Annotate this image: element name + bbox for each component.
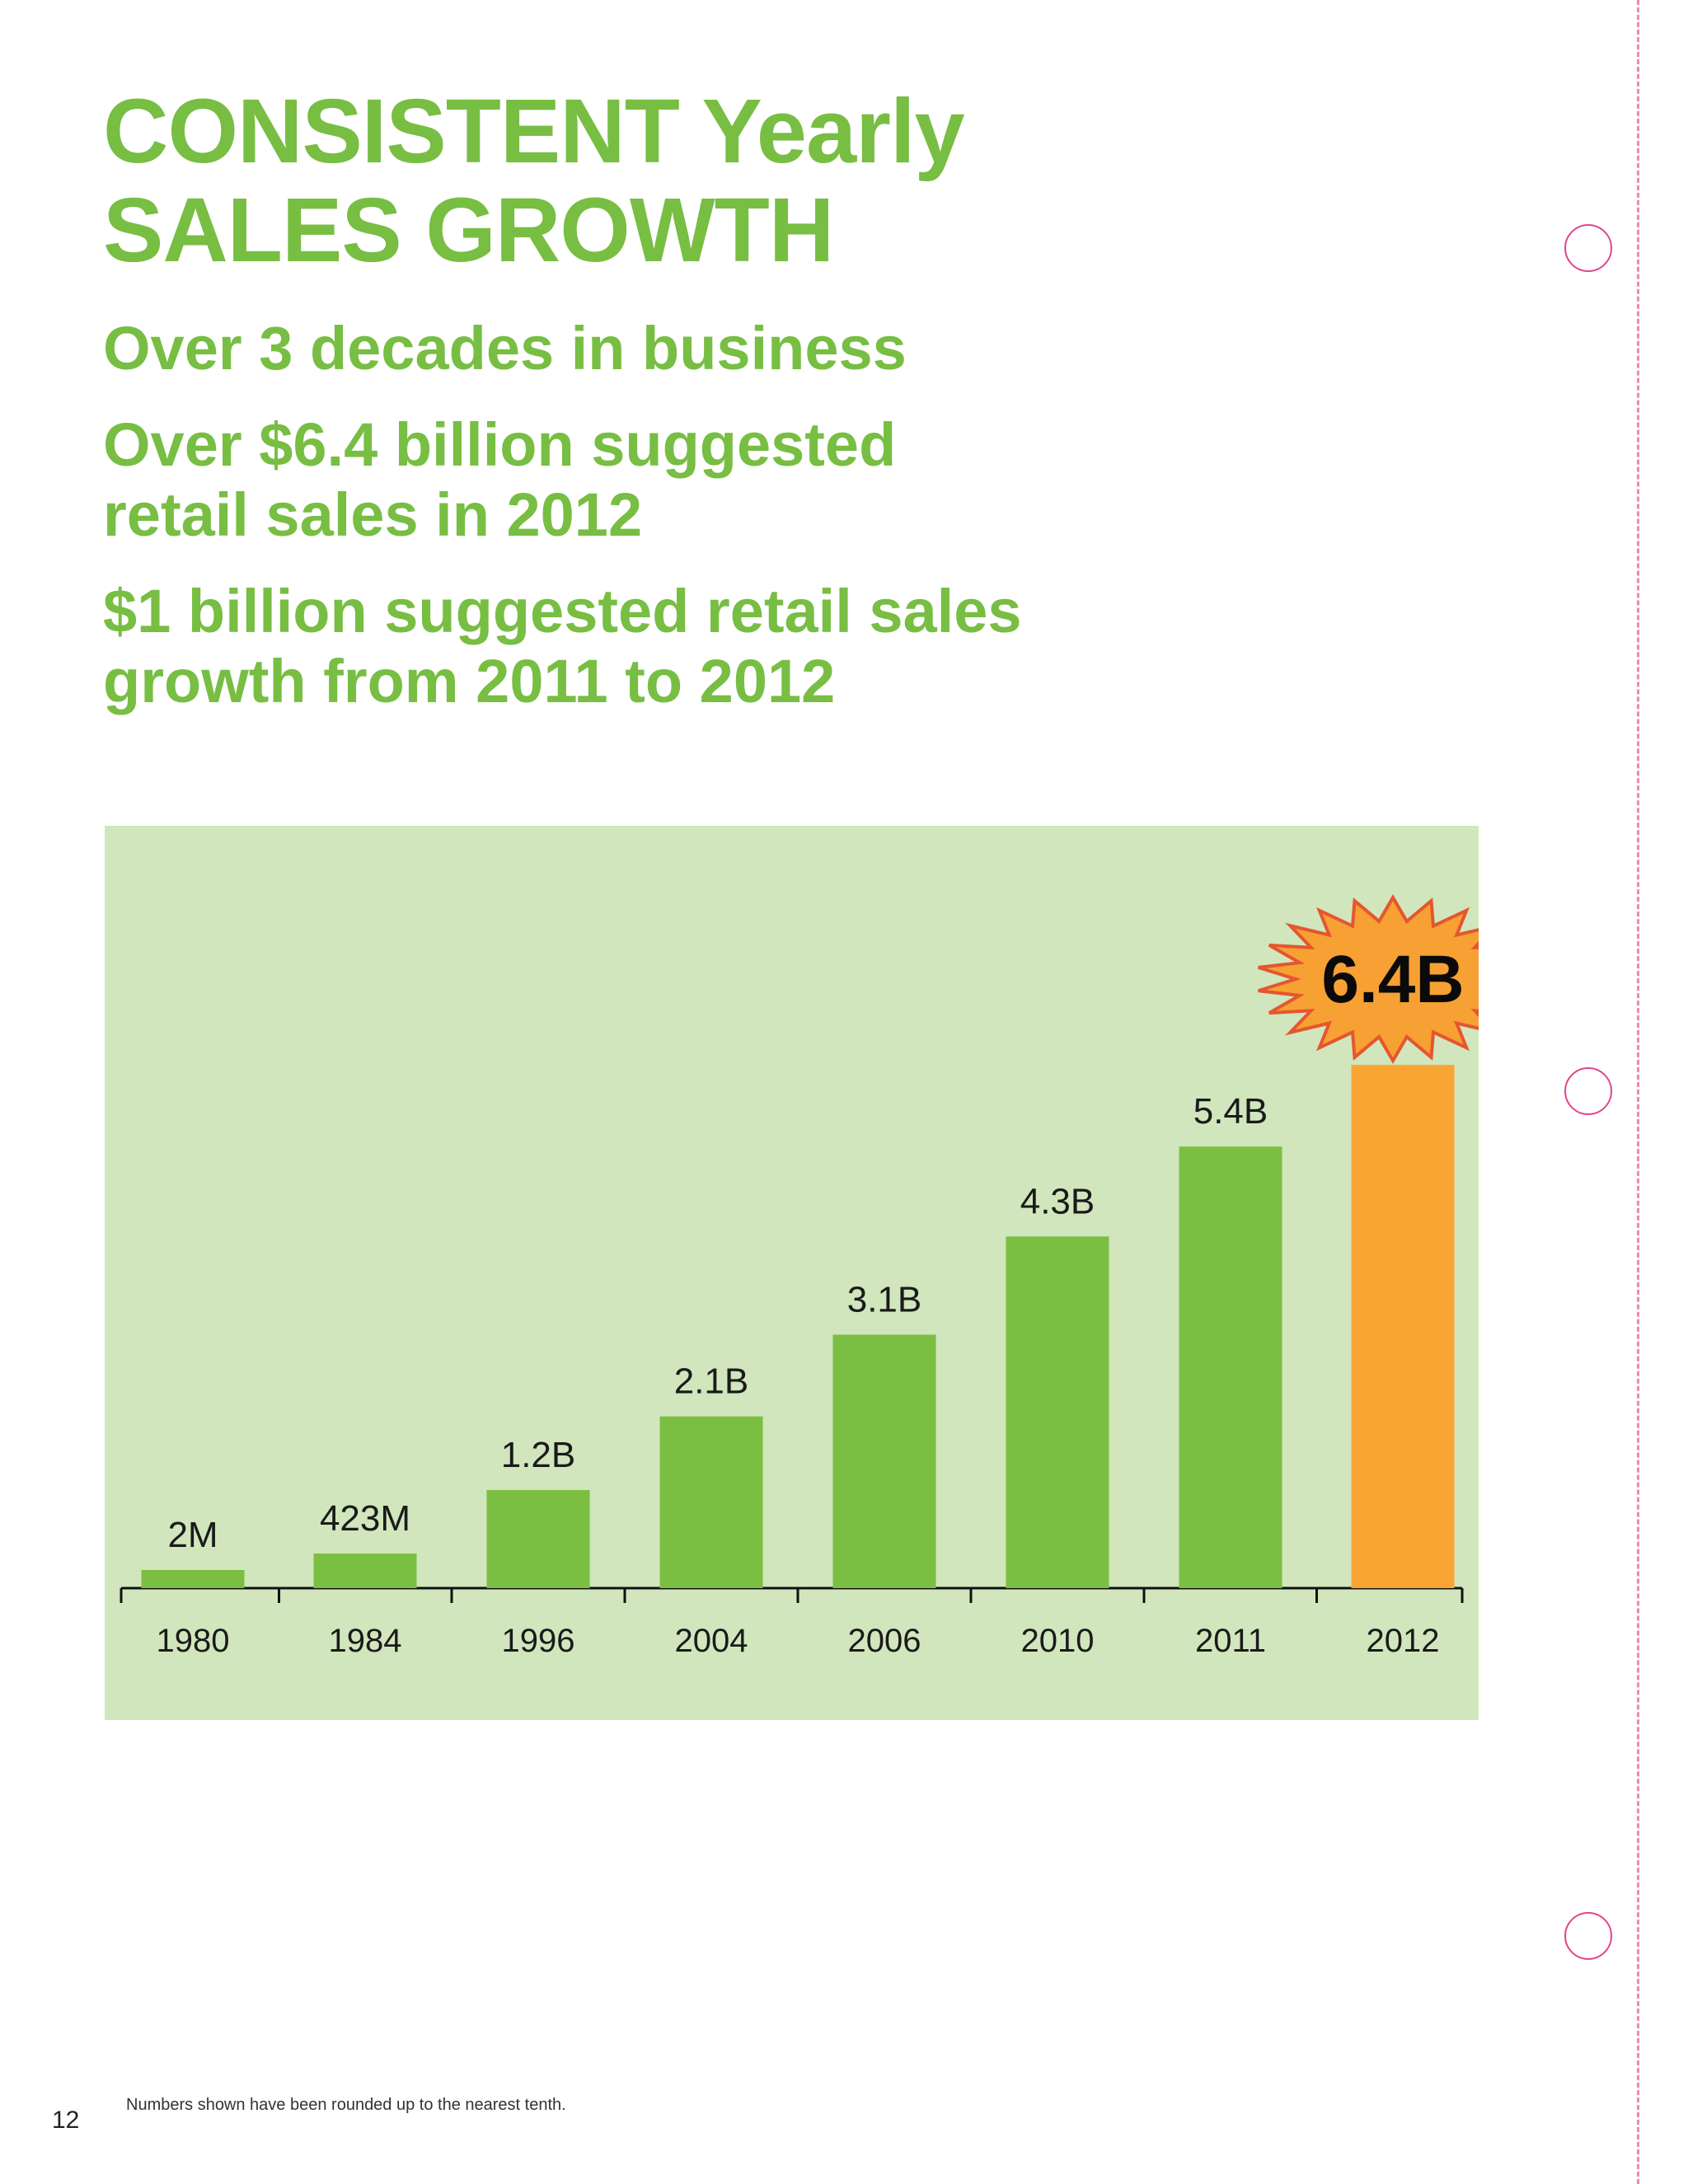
value-label-1996: 1.2B bbox=[501, 1435, 576, 1475]
x-tick-label-2010: 2010 bbox=[1021, 1623, 1095, 1659]
bar-2012 bbox=[1351, 1065, 1455, 1588]
fact-decades-line-1: Over 3 decades in business bbox=[103, 314, 907, 382]
x-tick-label-2012: 2012 bbox=[1367, 1623, 1440, 1659]
binder-hole-top bbox=[1564, 224, 1612, 272]
binder-perforation-line bbox=[1637, 0, 1639, 2184]
page-title: CONSISTENT Yearly SALES GROWTH bbox=[103, 81, 965, 281]
page-title-line-1: CONSISTENT Yearly bbox=[103, 81, 965, 182]
bar-1984 bbox=[313, 1554, 417, 1588]
x-tick-label-2006: 2006 bbox=[848, 1623, 921, 1659]
bar-2004 bbox=[659, 1416, 763, 1588]
bar-2011 bbox=[1179, 1146, 1282, 1588]
page-title-line-2: SALES GROWTH bbox=[103, 180, 834, 281]
value-label-2010: 4.3B bbox=[1020, 1181, 1095, 1221]
x-tick-label-1980: 1980 bbox=[157, 1623, 230, 1659]
x-tick-label-2011: 2011 bbox=[1195, 1623, 1266, 1659]
fact-growth: $1 billion suggested retail sales growth… bbox=[103, 576, 1339, 716]
fact-sales-2012-line-2: retail sales in 2012 bbox=[103, 480, 643, 549]
value-label-2012: 6.4B bbox=[1321, 942, 1464, 1017]
x-tick-label-1984: 1984 bbox=[329, 1623, 402, 1659]
bar-2006 bbox=[832, 1334, 936, 1588]
highlight-starburst bbox=[1258, 894, 1479, 1064]
page-number: 12 bbox=[52, 2107, 80, 2134]
value-label-1980: 2M bbox=[167, 1515, 218, 1555]
fact-sales-2012-line-1: Over $6.4 billion suggested bbox=[103, 410, 897, 479]
x-tick-label-2004: 2004 bbox=[675, 1623, 748, 1659]
x-tick-label-1996: 1996 bbox=[502, 1623, 575, 1659]
value-label-2011: 5.4B bbox=[1193, 1091, 1268, 1132]
fact-growth-line-2: growth from 2011 to 2012 bbox=[103, 647, 836, 715]
footnote: Numbers shown have been rounded up to th… bbox=[126, 2096, 566, 2114]
value-label-1984: 423M bbox=[320, 1498, 410, 1539]
bar-1996 bbox=[486, 1489, 590, 1588]
key-facts: Over 3 decades in business Over $6.4 bil… bbox=[103, 313, 1339, 743]
binder-hole-bottom bbox=[1564, 1912, 1612, 1960]
bar-2010 bbox=[1006, 1236, 1109, 1588]
value-label-2004: 2.1B bbox=[674, 1361, 749, 1402]
sales-bar-chart: 1980 2M 1984 423M 1996 1.2B 2004 2.1B 2006 3.1B 20… bbox=[120, 894, 1479, 1659]
fact-decades: Over 3 decades in business bbox=[103, 313, 1339, 383]
fact-growth-line-1: $1 billion suggested retail sales bbox=[103, 577, 1022, 645]
fact-sales-2012: Over $6.4 billion suggested retail sales… bbox=[103, 410, 1339, 550]
bar-1980 bbox=[141, 1570, 245, 1588]
binder-hole-middle bbox=[1564, 1067, 1612, 1115]
value-label-2006: 3.1B bbox=[847, 1279, 922, 1319]
chart-panel: 1980 2M 1984 423M 1996 1.2B 2004 2.1B 2006 3.1B 20… bbox=[105, 826, 1479, 1720]
